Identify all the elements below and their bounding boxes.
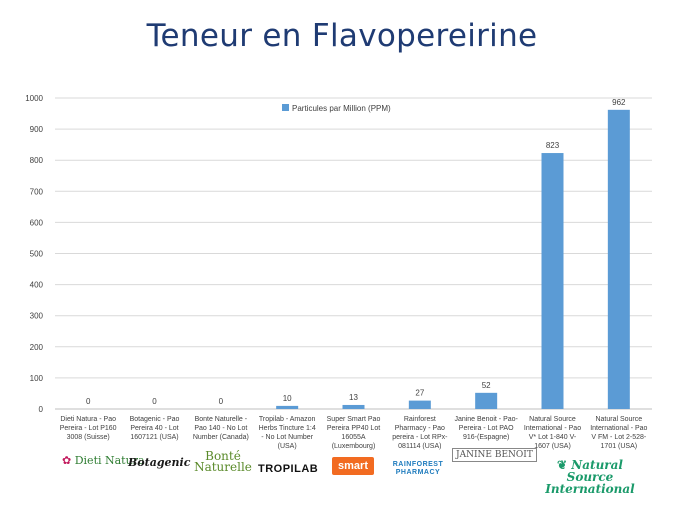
x-tick-label: Tropilab - Amazon Herbs Tincture 1:4- No … xyxy=(259,416,316,450)
tropilab-logo: TROPILAB xyxy=(258,463,319,475)
y-tick-label: 100 xyxy=(30,374,44,383)
data-label: 0 xyxy=(86,397,91,406)
chart-title: Teneur en Flavopereirine xyxy=(146,18,538,54)
data-label: 13 xyxy=(349,393,358,402)
data-label: 52 xyxy=(482,381,491,390)
data-label: 27 xyxy=(415,389,424,398)
x-tick-label: Rainforest Pharmacy - Pao pereira - Lot RP… xyxy=(392,416,448,450)
bar xyxy=(607,109,630,410)
x-tick-label: Natural Source International - Pao V* Lot … xyxy=(524,416,581,450)
dieti-natura-logo: ✿ Dieti Natura xyxy=(62,454,145,467)
y-tick-label: 800 xyxy=(30,156,44,165)
bar xyxy=(541,153,564,409)
data-label: 0 xyxy=(219,397,224,406)
y-tick-label: 900 xyxy=(30,125,44,134)
super-smart-logo: smart xyxy=(329,457,377,475)
rainforest-pharmacy-logo: RAINFOREST PHARMACY xyxy=(392,461,444,476)
bar xyxy=(408,400,431,409)
data-label: 10 xyxy=(283,394,292,403)
bonte-naturelle-logo: Bonté Naturelle xyxy=(194,449,252,474)
y-tick-label: 0 xyxy=(39,405,44,414)
y-tick-label: 1000 xyxy=(25,94,43,103)
data-label: 823 xyxy=(546,141,560,150)
x-tick-label: Super Smart Pao Pereira PP40 Lot 16055A (Lu… xyxy=(327,416,381,450)
janine-benoit-logo: JANINE BENOIT xyxy=(452,448,537,462)
x-tick-label: Dieti Natura - Pao Pereira - Lot P160 3008… xyxy=(60,416,117,441)
data-label: 0 xyxy=(152,397,157,406)
x-tick-label: Janine Benoit - Pao-Pereira - Lot PAO 916… xyxy=(454,416,518,441)
natural-source-logo: ❦ Natural Source International xyxy=(545,458,635,496)
legend-label: Particules par Million (PPM) xyxy=(292,104,391,113)
bar xyxy=(475,392,498,409)
y-tick-label: 700 xyxy=(30,187,44,196)
y-tick-label: 600 xyxy=(30,218,44,227)
y-tick-label: 300 xyxy=(30,312,44,321)
botagenic-logo: Botagenic xyxy=(128,456,191,469)
y-tick-label: 200 xyxy=(30,343,44,352)
data-label: 962 xyxy=(612,98,626,107)
legend-swatch xyxy=(282,104,289,111)
bar xyxy=(276,405,299,409)
y-tick-label: 400 xyxy=(30,281,44,290)
bar xyxy=(342,404,365,409)
y-tick-label: 500 xyxy=(30,250,44,259)
x-tick-label: Natural Source International - Pao V FM - … xyxy=(590,416,647,450)
x-tick-label: Bonte Naturelle -Pao 140 - No Lot Number … xyxy=(193,416,249,441)
x-tick-label: Botagenic - Pao Pereira 40 - Lot 1607121 (… xyxy=(130,416,180,441)
